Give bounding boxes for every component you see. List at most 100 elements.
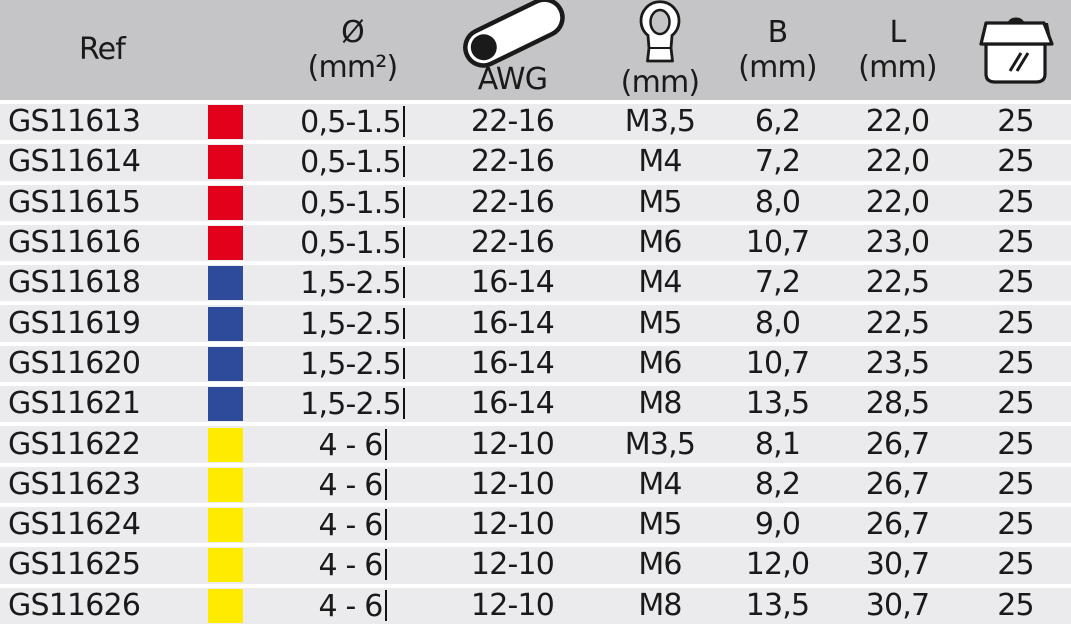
awg-cell: 22-16 bbox=[470, 104, 555, 140]
color-cell bbox=[170, 387, 280, 422]
ref-cell: GS11620 bbox=[8, 345, 141, 381]
blue-color-swatch bbox=[207, 306, 243, 341]
ref-cell: GS11626 bbox=[8, 587, 141, 623]
l-cell: 26,7 bbox=[865, 507, 930, 543]
yellow-color-swatch bbox=[207, 427, 243, 462]
awg-cell: 22-16 bbox=[470, 225, 555, 261]
yellow-color-swatch bbox=[207, 467, 243, 502]
diameter-cell: 1,5-2.5 bbox=[280, 267, 425, 299]
table-row: GS11618 1,5-2.5 16-14 M4 7,2 22,5 25 bbox=[0, 265, 1071, 302]
color-cell bbox=[170, 266, 280, 301]
stud-size-cell: M5 bbox=[638, 507, 682, 543]
diameter-cell: 4 - 6 bbox=[280, 509, 425, 541]
diameter-value: 1,5-2.5 bbox=[300, 306, 401, 342]
blue-color-swatch bbox=[207, 387, 243, 422]
table-row: GS11623 4 - 6 12-10 M4 8,2 26,7 25 bbox=[0, 466, 1071, 503]
qty-cell: 25 bbox=[997, 144, 1034, 180]
ref-cell: GS11624 bbox=[8, 507, 141, 543]
qty-cell: 25 bbox=[997, 587, 1034, 623]
ring-terminal-icon bbox=[639, 0, 681, 63]
table-row: GS11615 0,5-1.5 22-16 M5 8,0 22,0 25 bbox=[0, 184, 1071, 221]
diameter-cell: 1,5-2.5 bbox=[280, 306, 425, 342]
diameter-value: 4 - 6 bbox=[318, 467, 383, 503]
qty-cell: 25 bbox=[997, 345, 1034, 381]
text-cursor bbox=[402, 186, 405, 218]
color-cell bbox=[170, 185, 280, 220]
table-row: GS11614 0,5-1.5 22-16 M4 7,2 22,0 25 bbox=[0, 144, 1071, 181]
qty-cell: 25 bbox=[997, 225, 1034, 261]
package-box-icon bbox=[978, 17, 1054, 84]
l-cell: 23,0 bbox=[865, 225, 930, 261]
stud-size-cell: M6 bbox=[638, 225, 682, 261]
b-cell: 8,2 bbox=[754, 466, 801, 502]
ref-cell: GS11623 bbox=[8, 466, 141, 502]
text-cursor bbox=[402, 146, 405, 178]
text-cursor bbox=[402, 106, 405, 138]
diameter-cell: 4 - 6 bbox=[280, 549, 425, 581]
table-row: GS11619 1,5-2.5 16-14 M5 8,0 22,5 25 bbox=[0, 305, 1071, 342]
ref-cell: GS11613 bbox=[8, 104, 141, 140]
stud-size-cell: M6 bbox=[638, 547, 682, 583]
b-label: B bbox=[767, 15, 789, 50]
text-cursor bbox=[384, 549, 387, 581]
diameter-cell: 4 - 6 bbox=[280, 467, 425, 503]
diameter-cell: 4 - 6 bbox=[280, 588, 425, 624]
color-cell bbox=[170, 548, 280, 583]
l-cell: 26,7 bbox=[865, 426, 930, 462]
l-cell: 28,5 bbox=[865, 386, 930, 422]
header-ref: Ref bbox=[78, 32, 126, 67]
diameter-cell: 0,5-1.5 bbox=[280, 186, 425, 219]
blue-color-swatch bbox=[207, 266, 243, 301]
diameter-cell: 0,5-1.5 bbox=[280, 106, 425, 138]
stud-unit: (mm) bbox=[620, 65, 700, 101]
text-cursor bbox=[384, 509, 387, 541]
qty-cell: 25 bbox=[997, 386, 1034, 422]
l-cell: 22,0 bbox=[865, 104, 930, 140]
diameter-unit: (mm²) bbox=[307, 49, 399, 85]
awg-cell: 16-14 bbox=[470, 265, 555, 301]
qty-cell: 25 bbox=[997, 507, 1034, 543]
text-cursor bbox=[402, 267, 405, 299]
blue-color-swatch bbox=[207, 346, 243, 381]
qty-cell: 25 bbox=[997, 466, 1034, 502]
ref-cell: GS11625 bbox=[8, 547, 141, 583]
red-color-swatch bbox=[207, 185, 243, 220]
color-cell bbox=[170, 346, 280, 381]
diameter-cell: 1,5-2.5 bbox=[280, 346, 425, 382]
header-b-dimension: B (mm) bbox=[720, 17, 835, 83]
qty-cell: 25 bbox=[997, 184, 1034, 220]
color-cell bbox=[170, 467, 280, 502]
diameter-cell: 0,5-1.5 bbox=[280, 227, 425, 259]
qty-cell: 25 bbox=[997, 265, 1034, 301]
b-unit: (mm) bbox=[738, 49, 817, 85]
color-cell bbox=[170, 427, 280, 462]
header-package-quantity bbox=[960, 14, 1071, 86]
text-cursor bbox=[384, 468, 387, 500]
b-cell: 9,0 bbox=[754, 507, 801, 543]
l-cell: 22,5 bbox=[865, 265, 930, 301]
diameter-value: 0,5-1.5 bbox=[300, 226, 401, 262]
color-cell bbox=[170, 105, 280, 140]
awg-label: AWG bbox=[477, 61, 548, 97]
text-cursor bbox=[402, 347, 405, 379]
b-cell: 10,7 bbox=[745, 345, 810, 381]
header-l-dimension: L (mm) bbox=[835, 17, 960, 83]
diameter-value: 4 - 6 bbox=[318, 588, 383, 624]
color-cell bbox=[170, 588, 280, 623]
l-cell: 30,7 bbox=[865, 547, 930, 583]
diameter-cell: 0,5-1.5 bbox=[280, 146, 425, 178]
b-cell: 7,2 bbox=[754, 265, 801, 301]
color-cell bbox=[170, 306, 280, 341]
l-cell: 22,5 bbox=[865, 305, 930, 341]
diameter-value: 1,5-2.5 bbox=[300, 346, 401, 382]
l-cell: 23,5 bbox=[865, 345, 930, 381]
b-cell: 13,5 bbox=[745, 386, 810, 422]
l-unit: (mm) bbox=[858, 49, 937, 85]
b-cell: 7,2 bbox=[754, 144, 801, 180]
yellow-color-swatch bbox=[207, 588, 243, 623]
red-color-swatch bbox=[207, 145, 243, 180]
qty-cell: 25 bbox=[997, 426, 1034, 462]
text-cursor bbox=[384, 428, 387, 460]
table-row: GS11620 1,5-2.5 16-14 M6 10,7 23,5 25 bbox=[0, 345, 1071, 383]
stud-size-cell: M8 bbox=[638, 386, 682, 422]
